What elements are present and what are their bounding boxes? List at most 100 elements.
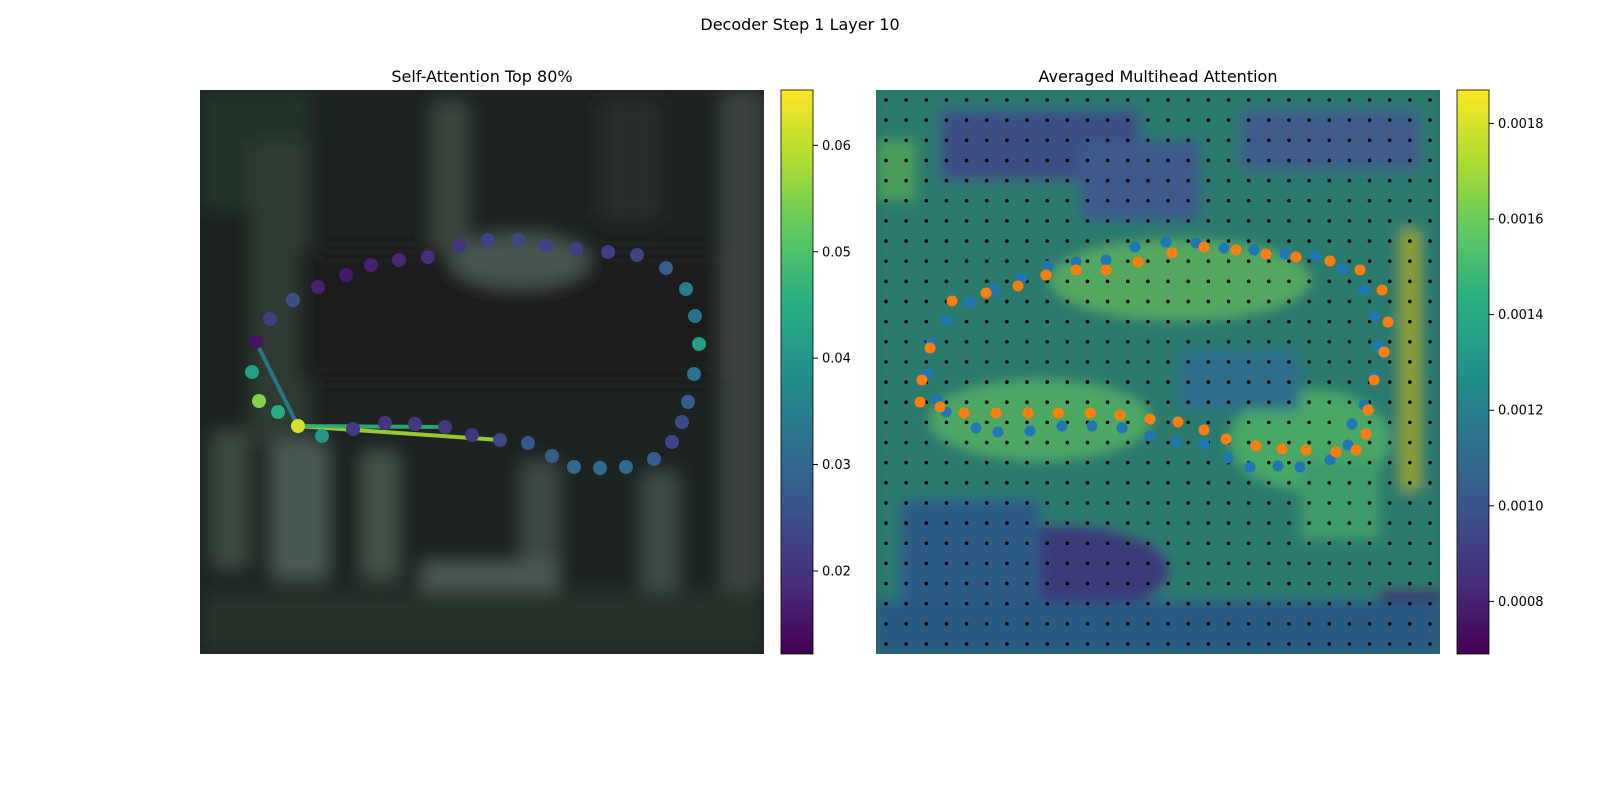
grid-point — [1186, 98, 1191, 102]
grid-point — [1105, 400, 1110, 405]
contour-point-18 — [692, 337, 706, 351]
grid-point — [1065, 299, 1070, 304]
grid-point — [1186, 440, 1191, 445]
grid-point — [1287, 501, 1291, 505]
contour-point-29 — [493, 433, 507, 447]
contour-point-17 — [688, 309, 702, 323]
grid-point — [884, 158, 888, 163]
grid-point — [1166, 178, 1170, 183]
grid-point — [1206, 198, 1211, 203]
grid-point — [1287, 380, 1291, 384]
grid-point — [1146, 178, 1150, 183]
grid-point — [1408, 158, 1412, 163]
grid-point — [1408, 178, 1412, 183]
grid-point — [1105, 642, 1110, 646]
grid-point — [1408, 138, 1412, 143]
grid-point — [1045, 219, 1049, 223]
grid-point — [1246, 339, 1251, 344]
grid-point — [1186, 622, 1191, 626]
grid-point — [1367, 360, 1372, 364]
grid-point — [1186, 299, 1191, 304]
grid-point — [1146, 239, 1150, 243]
contour-point-31 — [438, 420, 452, 434]
grid-point — [1025, 622, 1029, 626]
grid-point — [1166, 440, 1170, 445]
grid-point — [964, 601, 969, 606]
grid-point — [1005, 259, 1009, 263]
grid-point — [1408, 360, 1412, 364]
grid-point — [924, 420, 929, 425]
grid-point — [1327, 420, 1332, 425]
blue-series-point-31 — [1144, 430, 1156, 442]
grid-point — [1065, 622, 1070, 626]
grid-point — [1367, 521, 1372, 525]
grid-point — [1186, 118, 1191, 122]
grid-point — [1085, 501, 1090, 505]
grid-point — [1045, 541, 1049, 546]
grid-point — [1045, 481, 1049, 485]
grid-point — [1226, 400, 1231, 405]
grid-point — [1206, 420, 1211, 425]
grid-point — [1428, 541, 1432, 546]
grid-point — [1166, 98, 1170, 102]
grid-point — [1005, 460, 1009, 465]
grid-point — [1125, 460, 1130, 465]
grid-point — [1146, 138, 1150, 143]
grid-point — [1125, 178, 1130, 183]
grid-point — [1387, 239, 1392, 243]
grid-point — [944, 239, 949, 243]
grid-point — [884, 380, 888, 384]
grid-point — [1025, 98, 1029, 102]
grid-point — [884, 239, 888, 243]
multihead-attention-panel: Averaged Multihead Attention — [876, 67, 1544, 655]
grid-point — [1428, 239, 1432, 243]
grid-point — [1246, 198, 1251, 203]
grid-point — [1226, 601, 1231, 606]
grid-point — [1166, 138, 1170, 143]
grid-point — [1146, 541, 1150, 546]
grid-point — [1105, 581, 1110, 586]
grid-point — [1206, 400, 1211, 405]
grid-point — [1307, 501, 1311, 505]
grid-point — [964, 541, 969, 546]
grid-point — [984, 561, 989, 566]
grid-point — [1428, 360, 1432, 364]
contour-point-10 — [511, 233, 525, 247]
grid-point — [924, 259, 929, 263]
grid-point — [904, 541, 908, 546]
grid-point — [1085, 339, 1090, 344]
grid-point — [1287, 481, 1291, 485]
grid-point — [1226, 622, 1231, 626]
grid-point — [1387, 219, 1392, 223]
grid-point — [1287, 138, 1291, 143]
grid-point — [924, 501, 929, 505]
grid-point — [1246, 400, 1251, 405]
grid-point — [1408, 622, 1412, 626]
grid-point — [1005, 541, 1009, 546]
grid-point — [1045, 239, 1049, 243]
grid-point — [1307, 581, 1311, 586]
grid-point — [1428, 319, 1432, 324]
grid-point — [1347, 541, 1352, 546]
grid-point — [1387, 279, 1392, 284]
grid-point — [1287, 279, 1291, 284]
grid-point — [1408, 581, 1412, 586]
grid-point — [984, 460, 989, 465]
orange-series-point-35 — [1022, 407, 1034, 419]
grid-point — [1125, 561, 1130, 566]
grid-point — [1186, 138, 1191, 143]
orange-series-point-22 — [1360, 428, 1372, 440]
grid-point — [984, 642, 989, 646]
grid-point — [1045, 339, 1049, 344]
grid-point — [1125, 481, 1130, 485]
grid-point — [944, 440, 949, 445]
grid-point — [984, 319, 989, 324]
grid-point — [1428, 440, 1432, 445]
grid-point — [1105, 138, 1110, 143]
contour-points — [245, 233, 706, 475]
colorbar-right-tick-label-2: 0.0012 — [1498, 404, 1544, 419]
grid-point — [1287, 521, 1291, 525]
orange-series-point-0 — [914, 396, 926, 408]
colorbar-left-tick-label-1: 0.03 — [822, 458, 851, 473]
grid-point — [1347, 501, 1352, 505]
